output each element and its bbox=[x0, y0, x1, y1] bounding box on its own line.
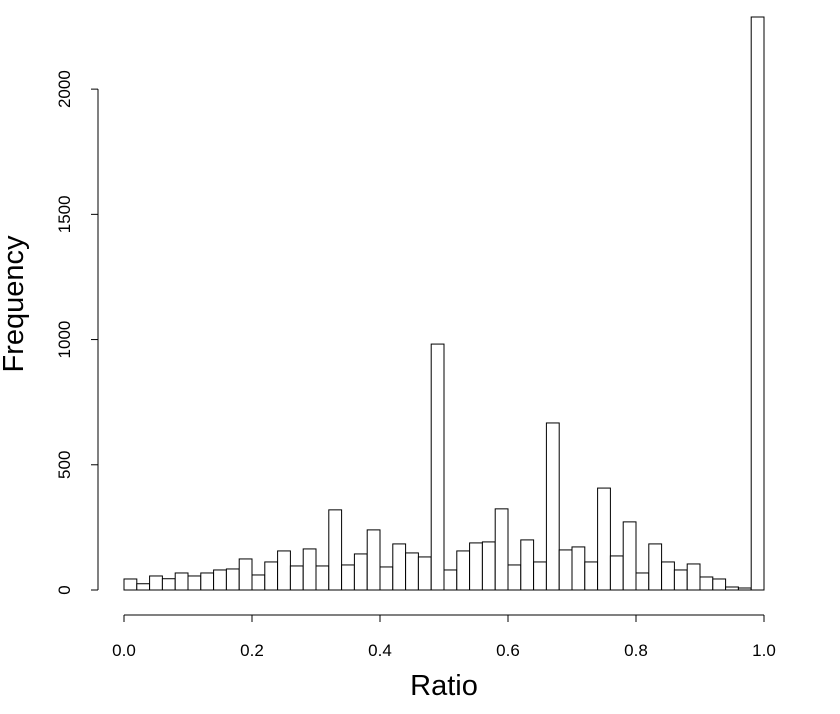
bar bbox=[699, 576, 714, 591]
bar bbox=[123, 578, 138, 591]
bar bbox=[161, 578, 176, 591]
x-tick-label: 1.0 bbox=[752, 641, 776, 660]
y-tick-label: 1000 bbox=[55, 321, 74, 359]
bar bbox=[507, 564, 522, 591]
bar bbox=[379, 566, 394, 591]
bar bbox=[686, 563, 701, 591]
x-tick-label: 0.6 bbox=[496, 641, 520, 660]
x-tick-label: 0.0 bbox=[112, 641, 136, 660]
bar bbox=[136, 583, 151, 591]
y-tick-label: 0 bbox=[55, 585, 74, 594]
bar bbox=[341, 564, 355, 591]
bar bbox=[277, 550, 291, 591]
y-tick-label: 1500 bbox=[55, 195, 74, 233]
bar bbox=[750, 16, 765, 591]
bar bbox=[405, 552, 419, 591]
bar bbox=[571, 546, 586, 591]
bar bbox=[417, 556, 432, 591]
bar bbox=[648, 543, 663, 591]
bar bbox=[558, 549, 573, 591]
y-tick-label: 2000 bbox=[55, 70, 74, 108]
bar bbox=[622, 521, 637, 591]
x-axis-label: Ratio bbox=[410, 670, 478, 702]
bar bbox=[315, 565, 330, 591]
bar bbox=[712, 578, 727, 591]
bar bbox=[328, 509, 343, 591]
y-tick-label: 500 bbox=[55, 451, 74, 479]
bar bbox=[392, 543, 407, 591]
bar bbox=[661, 561, 675, 591]
bar bbox=[289, 565, 304, 591]
bar bbox=[520, 539, 535, 591]
bar bbox=[264, 561, 279, 591]
bar bbox=[737, 587, 752, 591]
x-tick-label: 0.4 bbox=[368, 641, 392, 660]
bar bbox=[213, 569, 227, 591]
bar bbox=[187, 575, 202, 591]
bar bbox=[238, 558, 253, 591]
bar bbox=[609, 555, 624, 591]
bar bbox=[430, 343, 445, 591]
bar bbox=[353, 553, 368, 591]
bar bbox=[481, 541, 496, 591]
x-tick-label: 0.2 bbox=[240, 641, 264, 660]
bar bbox=[597, 487, 611, 591]
bar bbox=[533, 561, 547, 591]
bar bbox=[456, 550, 471, 591]
bar bbox=[302, 548, 317, 591]
bar bbox=[225, 568, 240, 591]
bar bbox=[149, 575, 163, 591]
bar bbox=[635, 572, 650, 591]
bar bbox=[584, 561, 599, 591]
bar bbox=[469, 542, 483, 591]
bar bbox=[494, 508, 509, 591]
x-tick-label: 0.8 bbox=[624, 641, 648, 660]
bar bbox=[443, 569, 458, 591]
bar bbox=[174, 572, 189, 591]
bar bbox=[366, 529, 381, 591]
bar bbox=[673, 569, 688, 591]
bar bbox=[251, 574, 266, 591]
bar bbox=[725, 586, 739, 591]
bar bbox=[200, 572, 215, 591]
y-axis-label: Frequency bbox=[0, 235, 30, 373]
bar bbox=[545, 422, 560, 591]
